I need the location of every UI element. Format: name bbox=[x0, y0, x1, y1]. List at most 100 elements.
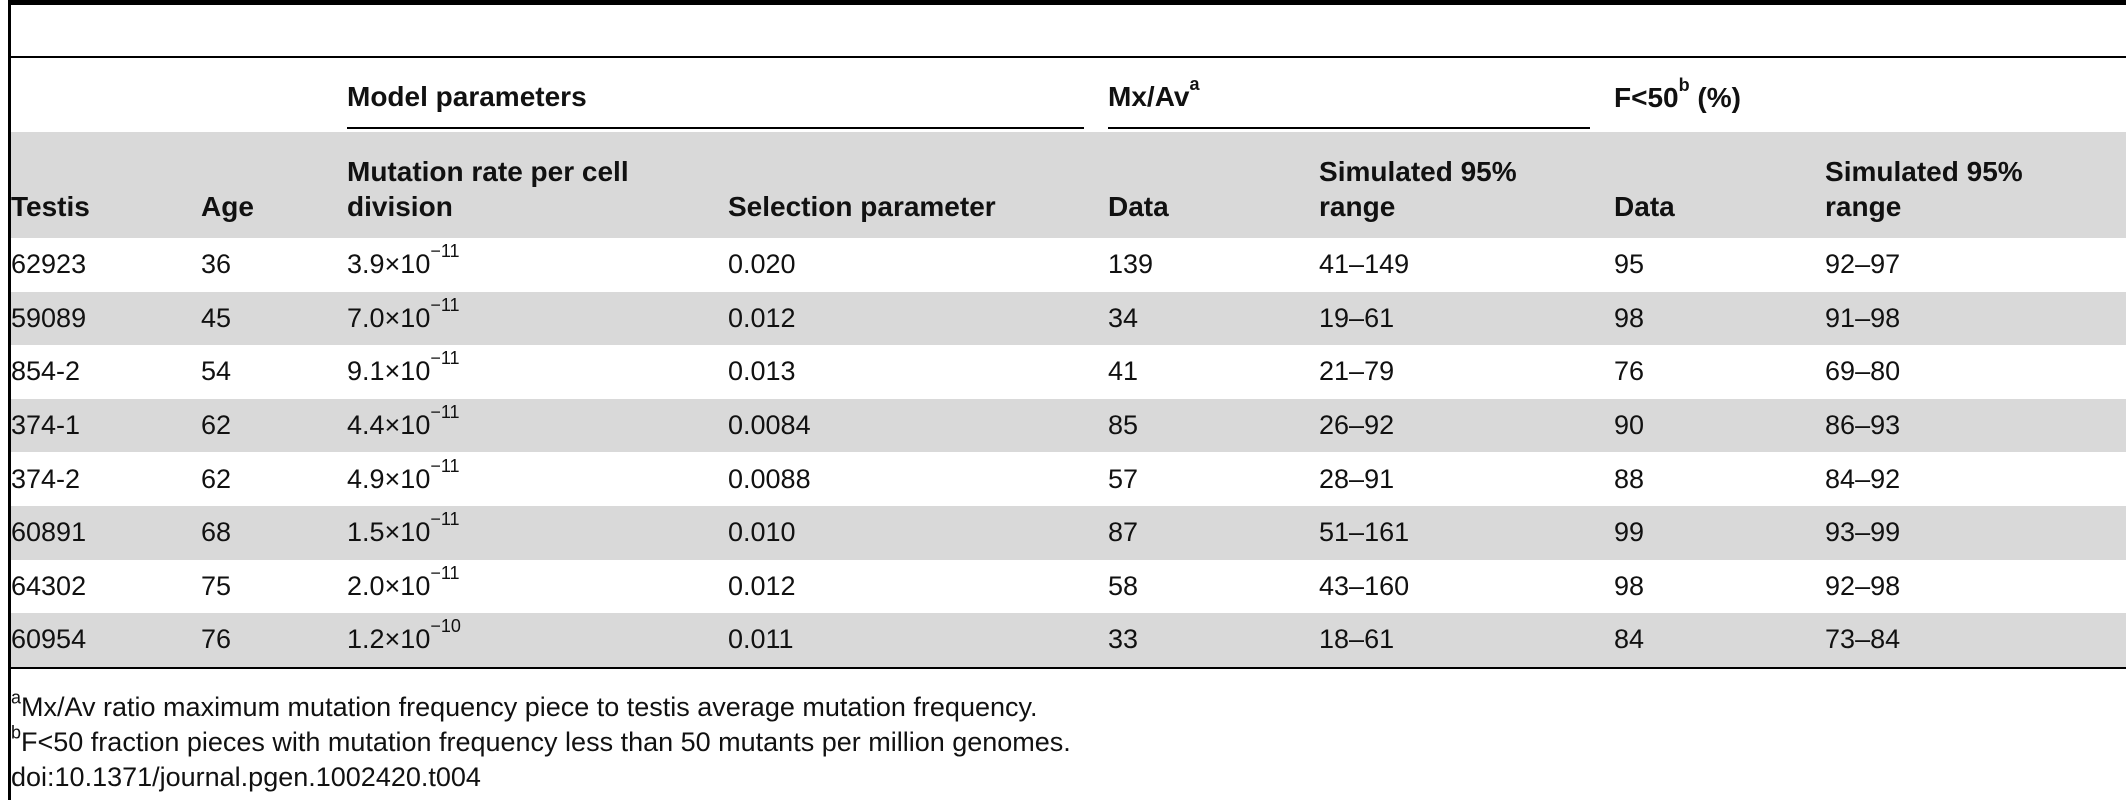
cell-selection: 0.010 bbox=[728, 505, 1109, 560]
mutation-rate-mantissa: 1.2×10 bbox=[347, 624, 431, 655]
doi-line[interactable]: doi:10.1371/journal.pgen.1002420.t004 bbox=[11, 762, 481, 792]
cell-mx-data: 33 bbox=[1108, 613, 1320, 669]
col-header-selection-label: Selection parameter bbox=[728, 191, 996, 222]
cell-f-data: 95 bbox=[1614, 249, 1645, 280]
footnote-a: aMx/Av ratio maximum mutation frequency … bbox=[11, 687, 1071, 725]
f50-label-unit: (%) bbox=[1689, 82, 1741, 113]
footnote-b-marker: b bbox=[11, 722, 22, 743]
cell-mx-range: 51–161 bbox=[1319, 505, 1615, 560]
col-header-f-data-label: Data bbox=[1614, 191, 1675, 222]
mutation-rate-mantissa: 4.9×10 bbox=[347, 463, 431, 494]
table-row: 854-2 54 9.1×10−11 0.013 41 21–79 76 69–80 bbox=[11, 345, 2126, 399]
cell-testis: 60954 bbox=[11, 613, 201, 669]
cell-age: 62 bbox=[201, 398, 347, 453]
cell-mx-range: 28–91 bbox=[1319, 463, 1395, 494]
mutation-rate-exponent: −11 bbox=[430, 294, 460, 315]
cell-testis: 62923 bbox=[11, 249, 87, 280]
cell-age: 62 bbox=[201, 463, 232, 494]
cell-mx-data: 34 bbox=[1108, 291, 1320, 346]
cell-testis: 59089 bbox=[11, 291, 201, 346]
group-header-model-parameters: Model parameters bbox=[347, 56, 1109, 132]
group-header-f50: F<50b (%) bbox=[1614, 56, 2126, 132]
cell-mutation-rate: 9.1×10−11 bbox=[347, 345, 728, 399]
cell-f-data: 84 bbox=[1614, 613, 1826, 669]
cell-f-range: 92–97 bbox=[1825, 249, 1901, 280]
col-header-age-label: Age bbox=[201, 191, 254, 222]
cell-mx-range: 41–149 bbox=[1319, 249, 1410, 280]
col-header-mutation-rate: Mutation rate per cell division bbox=[347, 132, 728, 238]
mutation-rate-mantissa: 1.5×10 bbox=[347, 517, 431, 548]
col-header-f-range-label: Simulated 95% range bbox=[1825, 156, 2023, 222]
cell-f-range: 91–98 bbox=[1825, 291, 2126, 346]
cell-mx-data: 139 bbox=[1108, 249, 1154, 280]
cell-f-data: 88 bbox=[1614, 463, 1645, 494]
cell-selection: 0.012 bbox=[728, 291, 1109, 346]
cell-mutation-rate: 3.9×10−11 bbox=[347, 238, 728, 292]
mutation-rate-exponent: −11 bbox=[430, 348, 460, 369]
mutation-rate-exponent: −11 bbox=[430, 455, 460, 476]
col-header-mx-range-label: Simulated 95% range bbox=[1319, 156, 1517, 222]
footnote-a-marker: a bbox=[11, 687, 22, 708]
cell-mx-data: 85 bbox=[1108, 398, 1320, 453]
group-label-mxav: Mx/Ava bbox=[1108, 75, 1591, 129]
mutation-rate-mantissa: 7.0×10 bbox=[347, 302, 431, 333]
mutation-rate-exponent: −11 bbox=[430, 509, 460, 530]
cell-mutation-rate: 4.9×10−11 bbox=[347, 452, 728, 506]
table-row: 374-2 62 4.9×10−11 0.0088 57 28–91 88 84–92 bbox=[11, 452, 2126, 506]
cell-age: 76 bbox=[201, 613, 347, 669]
footnote-b: bF<50 fraction pieces with mutation freq… bbox=[11, 722, 1071, 760]
f50-footnote-marker: b bbox=[1678, 74, 1690, 95]
table-row: 59089 45 7.0×10−11 0.012 34 19–61 98 91–98 bbox=[11, 291, 2126, 346]
col-header-mx-data: Data bbox=[1108, 132, 1320, 238]
table-container: Model parameters Mx/Ava F<50b (%) Testis… bbox=[11, 56, 2126, 669]
table-row: 374-1 62 4.4×10−11 0.0084 85 26–92 90 86–93 bbox=[11, 398, 2126, 453]
col-header-f-data: Data bbox=[1614, 132, 1826, 238]
col-header-selection: Selection parameter bbox=[728, 132, 1109, 238]
cell-age: 36 bbox=[201, 249, 232, 280]
cell-selection: 0.0084 bbox=[728, 398, 1109, 453]
col-header-age: Age bbox=[201, 132, 347, 238]
cell-f-range: 92–98 bbox=[1825, 570, 1901, 601]
group-header-empty bbox=[201, 56, 347, 132]
cell-testis: 854-2 bbox=[11, 356, 81, 387]
cell-testis: 374-2 bbox=[11, 463, 81, 494]
col-header-testis-label: Testis bbox=[11, 191, 90, 222]
cell-age: 45 bbox=[201, 291, 347, 346]
mutation-rate-exponent: −11 bbox=[430, 562, 460, 583]
mutation-rate-exponent: −10 bbox=[430, 616, 461, 637]
mutation-rate-mantissa: 2.0×10 bbox=[347, 570, 431, 601]
col-header-mx-range: Simulated 95% range bbox=[1319, 132, 1615, 238]
results-table: Model parameters Mx/Ava F<50b (%) Testis… bbox=[11, 56, 2126, 669]
group-header-row: Model parameters Mx/Ava F<50b (%) bbox=[11, 56, 2126, 132]
cell-mutation-rate: 1.5×10−11 bbox=[347, 505, 728, 560]
cell-testis: 374-1 bbox=[11, 398, 201, 453]
mutation-rate-mantissa: 9.1×10 bbox=[347, 356, 431, 387]
cell-mx-data: 57 bbox=[1108, 463, 1139, 494]
table-row: 62923 36 3.9×10−11 0.020 139 41–149 95 92–97 bbox=[11, 238, 2126, 292]
cell-f-data: 90 bbox=[1614, 398, 1826, 453]
cell-age: 68 bbox=[201, 505, 347, 560]
f50-label-text: F<50 bbox=[1614, 82, 1679, 113]
mutation-rate-exponent: −11 bbox=[430, 401, 460, 422]
cell-mutation-rate: 1.2×10−10 bbox=[347, 613, 728, 669]
cell-mx-data: 58 bbox=[1108, 570, 1139, 601]
mxav-label-text: Mx/Av bbox=[1108, 81, 1190, 112]
cell-mutation-rate: 4.4×10−11 bbox=[347, 398, 728, 453]
cell-selection: 0.0088 bbox=[728, 463, 811, 494]
cell-mx-data: 41 bbox=[1108, 356, 1139, 387]
cell-f-data: 76 bbox=[1614, 356, 1645, 387]
group-label-f50: F<50b (%) bbox=[1614, 76, 2102, 128]
cell-testis: 64302 bbox=[11, 570, 87, 601]
footnote-b-text: F<50 fraction pieces with mutation frequ… bbox=[21, 727, 1071, 757]
cell-testis: 60891 bbox=[11, 505, 201, 560]
col-header-f-range: Simulated 95% range bbox=[1825, 132, 2126, 238]
cell-mx-range: 18–61 bbox=[1319, 613, 1615, 669]
cell-f-data: 99 bbox=[1614, 505, 1826, 560]
footnotes: aMx/Av ratio maximum mutation frequency … bbox=[11, 687, 1071, 795]
top-border-rule bbox=[8, 0, 2126, 5]
cell-mx-data: 87 bbox=[1108, 505, 1320, 560]
mutation-rate-exponent: −11 bbox=[430, 241, 460, 262]
group-label-model: Model parameters bbox=[347, 81, 1085, 129]
cell-selection: 0.013 bbox=[728, 356, 796, 387]
cell-f-data: 98 bbox=[1614, 291, 1826, 346]
